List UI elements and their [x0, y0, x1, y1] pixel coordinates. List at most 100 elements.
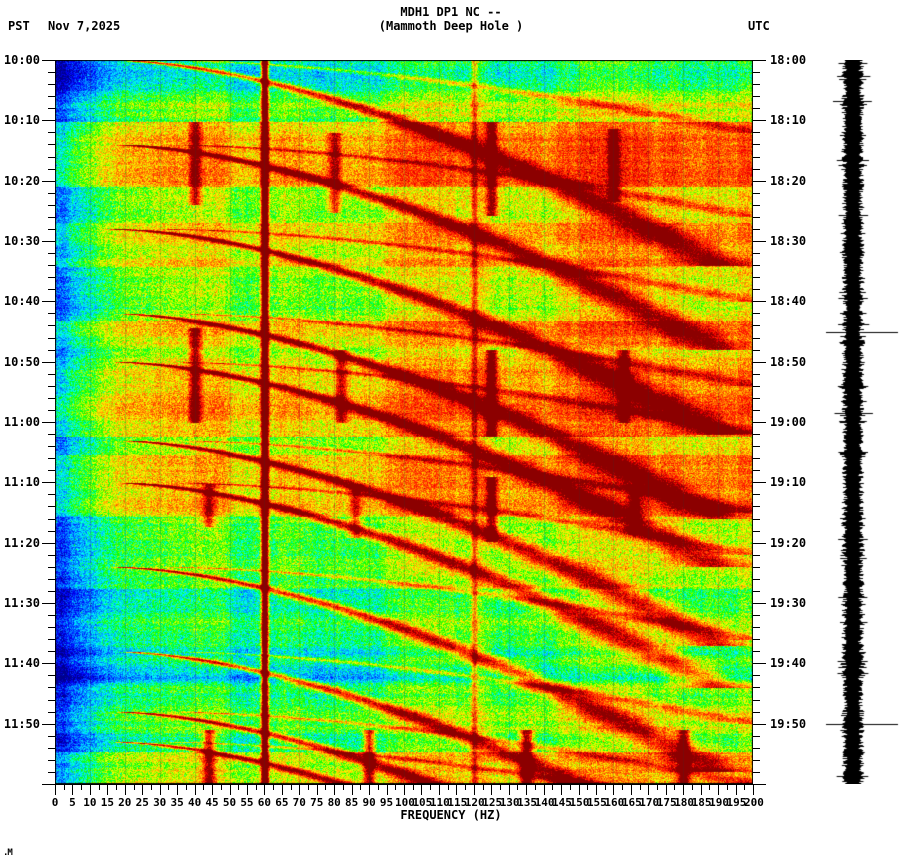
time-tick-major-left — [42, 120, 55, 121]
freq-tick-major — [718, 784, 719, 795]
time-tick-minor-left — [48, 687, 55, 688]
time-tick-minor-left — [48, 567, 55, 568]
time-tick-major-right — [753, 543, 766, 544]
time-tick-minor-left — [48, 591, 55, 592]
time-tick-minor-left — [48, 253, 55, 254]
freq-label-0: 0 — [51, 796, 59, 809]
freq-tick-major — [247, 784, 248, 795]
time-tick-minor-right — [753, 736, 760, 737]
time-tick-minor-right — [753, 217, 760, 218]
time-tick-minor-right — [753, 567, 760, 568]
freq-tick-major — [299, 784, 300, 795]
freq-tick-minor — [134, 784, 135, 790]
time-tick-minor-left — [48, 579, 55, 580]
freq-label-185: 185 — [691, 796, 712, 809]
time-tick-minor-right — [753, 205, 760, 206]
time-tick-minor-right — [753, 639, 760, 640]
time-tick-minor-left — [48, 748, 55, 749]
time-tick-minor-right — [753, 313, 760, 314]
time-tick-major-left — [42, 181, 55, 182]
freq-tick-major — [72, 784, 73, 795]
time-tick-minor-left — [48, 736, 55, 737]
freq-tick-major — [421, 784, 422, 795]
freq-tick-minor — [291, 784, 292, 790]
freq-tick-minor — [692, 784, 693, 790]
time-tick-minor-left — [48, 398, 55, 399]
time-label-utc-9: 19:30 — [770, 596, 807, 610]
time-tick-minor-left — [48, 760, 55, 761]
freq-tick-major — [387, 784, 388, 795]
time-tick-minor-left — [48, 555, 55, 556]
freq-label-55: 55 — [240, 796, 254, 809]
time-tick-major-right — [753, 724, 766, 725]
freq-tick-minor — [343, 784, 344, 790]
time-tick-minor-left — [48, 675, 55, 676]
time-tick-minor-left — [48, 277, 55, 278]
time-tick-minor-right — [753, 555, 760, 556]
seismogram-trace[interactable] — [822, 60, 902, 784]
time-tick-minor-left — [48, 772, 55, 773]
freq-tick-minor — [640, 784, 641, 790]
freq-label-70: 70 — [292, 796, 306, 809]
freq-label-95: 95 — [379, 796, 394, 809]
freq-label-195: 195 — [726, 796, 747, 809]
time-label-utc-2: 18:20 — [770, 173, 807, 188]
time-tick-minor-right — [753, 265, 760, 266]
time-tick-minor-left — [48, 144, 55, 145]
time-tick-minor-right — [753, 760, 760, 761]
freq-label-115: 115 — [447, 796, 468, 809]
time-tick-major-right — [753, 301, 766, 302]
freq-tick-minor — [570, 784, 571, 790]
freq-tick-major — [404, 784, 405, 795]
freq-tick-minor — [99, 784, 100, 790]
freq-tick-minor — [168, 784, 169, 790]
time-tick-minor-right — [753, 386, 760, 387]
freq-tick-minor — [552, 784, 553, 790]
freq-label-150: 150 — [569, 796, 590, 809]
freq-tick-minor — [360, 784, 361, 790]
spectrogram-canvas[interactable] — [55, 60, 753, 784]
timezone-label-left: PST — [8, 19, 30, 33]
time-tick-major-left — [42, 603, 55, 604]
time-label-pst-4: 10:40 — [3, 294, 40, 309]
freq-tick-minor — [674, 784, 675, 790]
time-tick-minor-right — [753, 338, 760, 339]
seismogram-trace-canvas[interactable] — [822, 60, 902, 784]
time-tick-minor-right — [753, 748, 760, 749]
freq-tick-major — [491, 784, 492, 795]
time-tick-major-right — [753, 422, 766, 423]
freq-label-65: 65 — [275, 796, 289, 809]
freq-tick-major — [195, 784, 196, 795]
time-tick-major-right — [753, 362, 766, 363]
spectrogram-plot[interactable] — [55, 60, 753, 784]
time-tick-minor-right — [753, 772, 760, 773]
freq-tick-major — [212, 784, 213, 795]
freq-label-125: 125 — [482, 796, 503, 809]
freq-tick-minor — [500, 784, 501, 790]
freq-label-165: 165 — [621, 796, 642, 809]
time-tick-minor-left — [48, 494, 55, 495]
time-tick-minor-right — [753, 434, 760, 435]
freq-tick-major — [648, 784, 649, 795]
time-tick-minor-right — [753, 627, 760, 628]
time-tick-major-left — [42, 663, 55, 664]
time-tick-minor-left — [48, 108, 55, 109]
time-tick-minor-right — [753, 325, 760, 326]
freq-tick-major — [177, 784, 178, 795]
time-tick-minor-left — [48, 458, 55, 459]
freq-tick-major — [579, 784, 580, 795]
freq-tick-minor — [186, 784, 187, 790]
freq-tick-minor — [430, 784, 431, 790]
freq-tick-minor — [325, 784, 326, 790]
time-tick-minor-right — [753, 398, 760, 399]
freq-tick-major — [613, 784, 614, 795]
time-tick-minor-left — [48, 531, 55, 532]
time-tick-minor-right — [753, 446, 760, 447]
time-label-pst-6: 11:00 — [3, 415, 40, 429]
freq-label-100: 100 — [395, 796, 415, 809]
time-tick-minor-right — [753, 531, 760, 532]
time-tick-minor-left — [48, 205, 55, 206]
freq-label-5: 5 — [69, 796, 76, 809]
freq-tick-minor — [448, 784, 449, 790]
time-tick-minor-left — [48, 386, 55, 387]
